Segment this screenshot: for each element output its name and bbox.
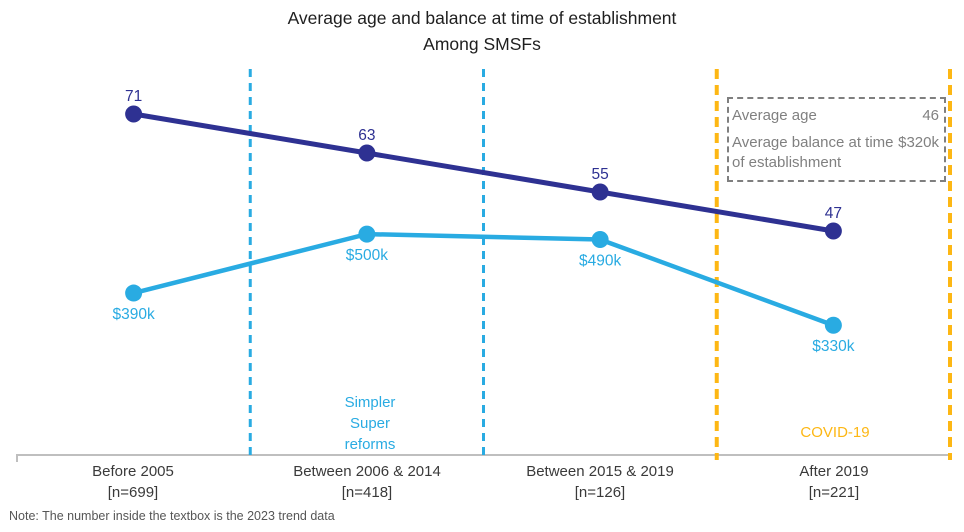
trend-balance-value: $320k	[898, 134, 939, 151]
balance-point-label-3: $330k	[812, 338, 854, 355]
category-n: [n=699]	[107, 484, 159, 501]
category-label: After 2019	[799, 463, 869, 480]
trend-age-value: 46	[922, 107, 939, 124]
balance-point-0	[125, 284, 143, 302]
age-point-1	[358, 144, 376, 162]
age-point-0	[125, 105, 143, 123]
age-series-line	[131, 111, 836, 234]
age-point-2	[591, 183, 609, 201]
covid-19-label: COVID-19	[800, 424, 870, 441]
balance-point-label-0: $390k	[113, 306, 155, 323]
trend-age-label: Average age	[732, 107, 817, 124]
age-point-label-2: 55	[592, 166, 609, 183]
age-point-label-1: 63	[358, 127, 375, 144]
category-label: Before 2005	[92, 463, 174, 480]
trend-textbox: Average age 46 Average balance at time o…	[727, 97, 946, 182]
trend-row-age: Average age 46	[732, 106, 939, 126]
balance-point-label-1: $500k	[346, 247, 388, 264]
balance-point-label-2: $490k	[579, 252, 621, 269]
x-axis-label-between-2015-2019: Between 2015 & 2019 [n=126]	[490, 461, 710, 503]
trend-row-balance: Average balance at time of establishment…	[732, 133, 939, 173]
category-n: [n=418]	[341, 484, 393, 501]
footnote: Note: The number inside the textbox is t…	[9, 509, 335, 523]
category-n: [n=126]	[574, 484, 626, 501]
simpler-super-reforms-label: Simpler Super reforms	[344, 394, 396, 453]
x-axis-label-between-2006-2014: Between 2006 & 2014 [n=418]	[257, 461, 477, 503]
trend-balance-label: Average balance at time of establishment	[732, 134, 894, 171]
chart-title-line2: Among SMSFs	[423, 34, 541, 54]
chart-title: Average age and balance at time of estab…	[0, 5, 964, 57]
category-n: [n=221]	[808, 484, 860, 501]
age-point-label-0: 71	[125, 88, 142, 105]
chart-title-line1: Average age and balance at time of estab…	[287, 8, 677, 28]
age-point-label-3: 47	[825, 205, 842, 222]
x-axis-label-after-2019: After 2019 [n=221]	[724, 461, 944, 503]
x-axis-label-before-2005: Before 2005 [n=699]	[23, 461, 243, 503]
balance-point-3	[824, 316, 842, 334]
balance-series-line	[131, 231, 836, 328]
category-label: Between 2006 & 2014	[293, 463, 441, 480]
balance-point-1	[358, 225, 376, 243]
age-point-3	[824, 222, 842, 240]
category-label: Between 2015 & 2019	[526, 463, 674, 480]
balance-point-2	[591, 230, 609, 248]
